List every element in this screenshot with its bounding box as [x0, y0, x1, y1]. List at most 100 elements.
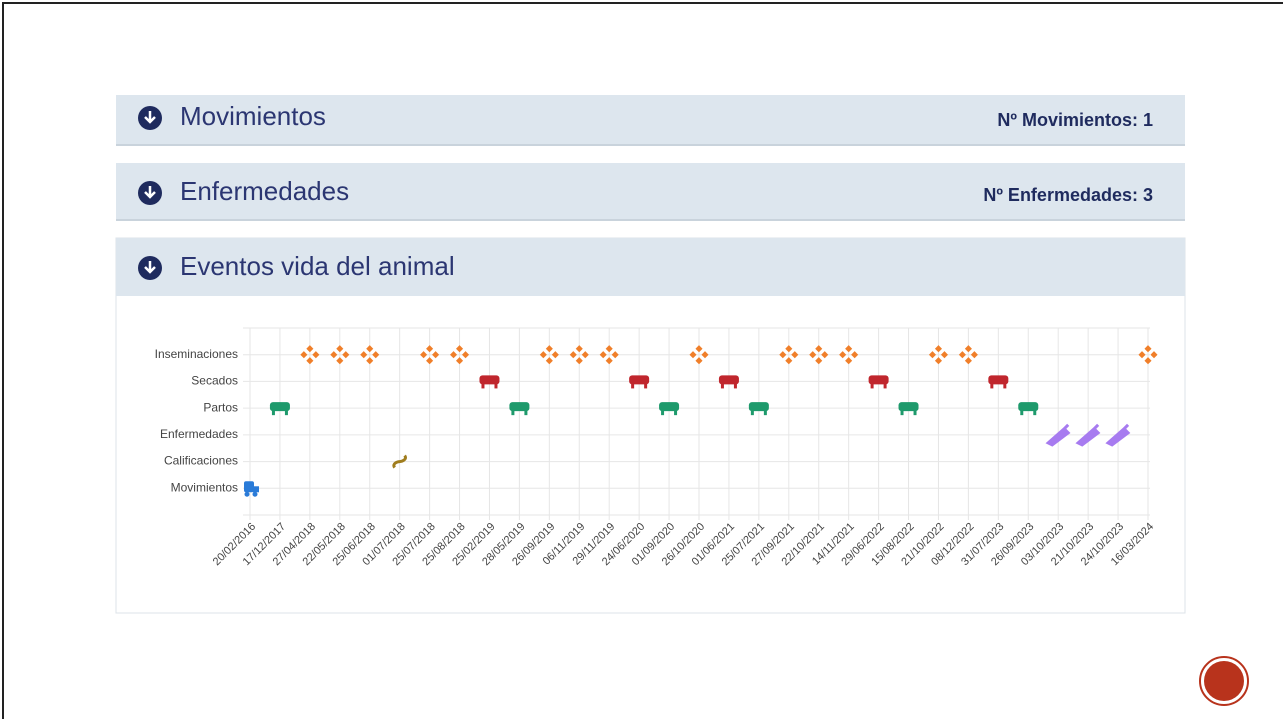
logo-disc [1204, 661, 1244, 701]
icon-part [821, 351, 829, 359]
icon-part [1033, 410, 1037, 416]
icon-part [750, 410, 754, 416]
event-marker [569, 345, 589, 365]
icon-part [659, 402, 680, 412]
event-marker [269, 402, 290, 416]
icon-part [674, 410, 678, 416]
icon-part [900, 410, 904, 416]
arrow [144, 261, 156, 274]
icon-part [988, 375, 1009, 385]
event-marker [988, 375, 1009, 389]
icon-part [851, 351, 859, 359]
icon-part [611, 351, 619, 359]
event-marker [420, 345, 440, 365]
icon-part [695, 345, 703, 353]
icon-part [779, 351, 787, 359]
event-marker [479, 375, 500, 389]
event-marker [1045, 423, 1071, 447]
icon-part [883, 383, 887, 389]
icon-part [569, 351, 577, 359]
icon-part [511, 410, 515, 416]
icon-part [575, 357, 583, 365]
panel-count: Nº Enfermedades: 3 [983, 185, 1153, 205]
panel-header[interactable] [116, 95, 1185, 145]
icon-part [689, 351, 697, 359]
event-marker [958, 345, 978, 365]
icon-part [661, 410, 665, 416]
event-marker [1018, 402, 1039, 416]
icon-part [342, 351, 350, 359]
arrow [144, 111, 156, 124]
icon-part [461, 351, 470, 359]
icon-part [479, 375, 500, 385]
icon-part [990, 383, 994, 389]
icon-part [306, 357, 314, 365]
icon-part [868, 375, 889, 385]
event-marker [509, 402, 530, 416]
icon-part [306, 345, 314, 353]
panel-enfermedades[interactable]: Enfermedades Nº Enfermedades: 3 [116, 163, 1185, 221]
icon-part [426, 357, 434, 365]
event-marker [689, 345, 709, 365]
icon-part [545, 345, 553, 353]
icon-part [1020, 410, 1024, 416]
event-marker [748, 402, 769, 416]
icon-part [964, 357, 972, 365]
icon-part [898, 402, 919, 412]
icon-part [392, 454, 407, 469]
icon-part [524, 410, 528, 416]
y-tick-label: Movimientos [171, 480, 238, 494]
icon-part [1003, 383, 1007, 389]
icon-part [809, 351, 817, 359]
icon-part [791, 351, 799, 359]
icon-part [718, 375, 739, 385]
icon-part [695, 357, 703, 365]
icon-part [913, 410, 917, 416]
icon-part [599, 351, 607, 359]
event-marker [659, 402, 680, 416]
icon-part [551, 351, 559, 359]
icon-part [432, 351, 440, 359]
icon-part [271, 410, 275, 416]
icon-part [252, 491, 258, 497]
icon-part [284, 410, 288, 416]
panel-shadow [116, 144, 1185, 146]
panel-header[interactable] [116, 163, 1185, 220]
icon-part [605, 357, 613, 365]
icon-part [330, 351, 338, 359]
event-marker [928, 345, 949, 365]
icon-part [1105, 423, 1131, 447]
panel-eventos[interactable]: Eventos vida del animal [115, 237, 1186, 614]
icon-part [733, 383, 737, 389]
arrow [144, 186, 156, 199]
y-tick-label: Inseminaciones [155, 347, 238, 361]
icon-part [970, 351, 978, 359]
icon-part [244, 481, 254, 493]
panel-header[interactable] [116, 238, 1185, 296]
icon-part [366, 357, 374, 365]
event-marker [868, 375, 889, 389]
icon-part [958, 351, 966, 359]
icon-part [785, 357, 793, 365]
event-marker [718, 375, 739, 389]
panel-movimientos[interactable]: Movimientos Nº Movimientos: 1 [116, 95, 1185, 146]
icon-part [934, 345, 943, 353]
icon-part [629, 375, 650, 385]
icon-part [748, 402, 769, 412]
icon-part [839, 351, 847, 359]
event-marker [779, 345, 799, 365]
icon-part [269, 402, 290, 412]
icon-part [509, 402, 530, 412]
logo [1199, 656, 1249, 706]
icon-part [720, 383, 724, 389]
logo-ring [1199, 656, 1249, 706]
icon-part [815, 357, 823, 365]
icon-part [870, 383, 874, 389]
icon-part [701, 351, 709, 359]
icon-part [253, 486, 259, 493]
icon-part [426, 345, 434, 353]
icon-part [449, 351, 458, 359]
icon-part [244, 491, 250, 497]
icon-part [605, 345, 613, 353]
